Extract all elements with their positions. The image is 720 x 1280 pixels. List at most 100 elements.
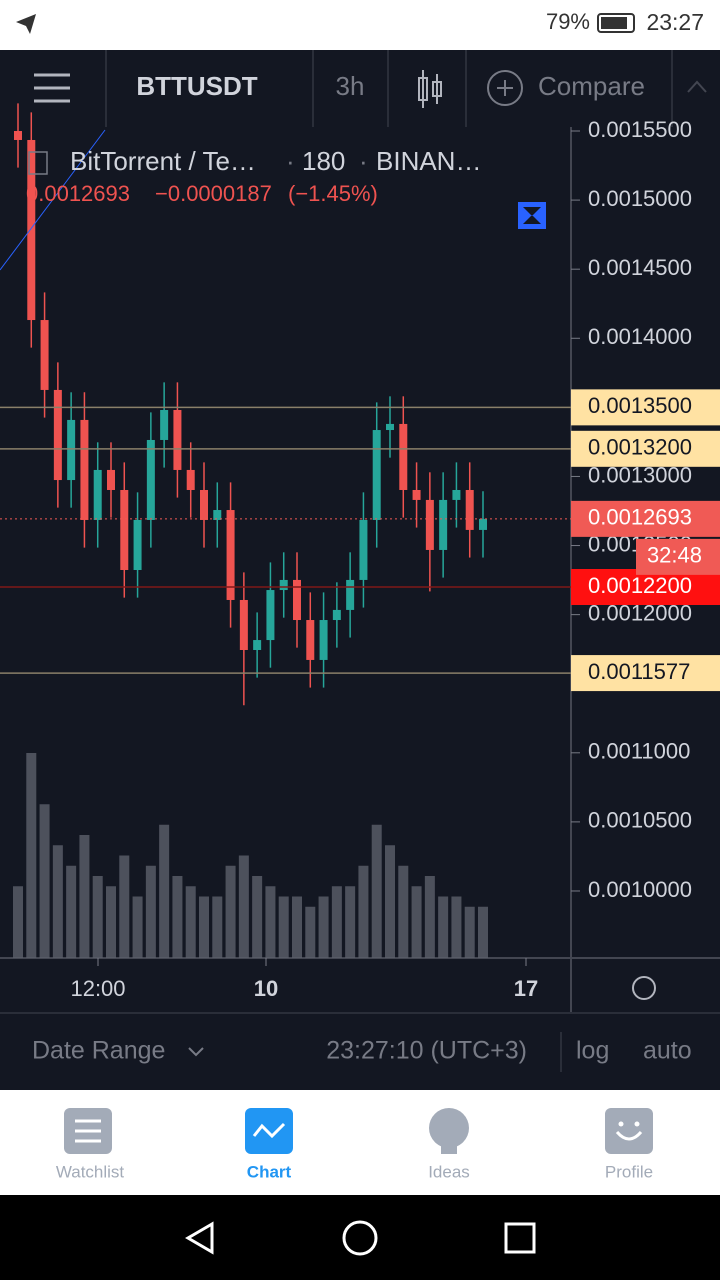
- volume-bar: [265, 886, 276, 958]
- candle-body: [14, 131, 22, 140]
- candle-body: [107, 469, 115, 490]
- volume-bar: [199, 896, 209, 958]
- volume-bar: [358, 865, 369, 958]
- volume-bar: [13, 886, 23, 958]
- candle-body: [386, 423, 394, 431]
- countdown-bg: [636, 538, 720, 575]
- legend-dot: ·: [286, 146, 295, 176]
- candle-body: [146, 439, 155, 520]
- date-range[interactable]: Date Range: [32, 1037, 165, 1065]
- auto-toggle[interactable]: auto: [643, 1037, 692, 1065]
- candle-body: [425, 499, 434, 550]
- battery-icon: [597, 13, 635, 33]
- collapse-icon[interactable]: [687, 80, 707, 93]
- legend-collapse[interactable]: [28, 151, 48, 175]
- volume-bar: [225, 865, 236, 958]
- compare[interactable]: Compare: [538, 71, 645, 101]
- volume-bar: [145, 865, 156, 958]
- last-price-bg: [571, 500, 720, 537]
- candle-body: [266, 590, 275, 641]
- menu-icon[interactable]: [34, 73, 70, 103]
- volume-bar: [185, 886, 196, 958]
- overlay: 0.0013500 0.0013200 0.0011577 0.0012200 0.00…: [0, 389, 720, 1001]
- volume-bar: [305, 906, 316, 958]
- legend-name: BitTorrent / Te…: [70, 146, 256, 176]
- candle-body: [253, 640, 262, 651]
- tab-label[interactable]: Watchlist: [56, 1162, 125, 1181]
- compare-icon[interactable]: [487, 70, 523, 106]
- candle-body: [332, 609, 341, 621]
- volume-bar: [438, 896, 449, 958]
- volume-bar: [52, 845, 63, 958]
- candle-body: [319, 620, 328, 660]
- volume-bar: [212, 896, 223, 958]
- home-button[interactable]: [342, 1220, 378, 1256]
- volume-bar: [106, 886, 116, 958]
- level-label: 0.0012200: [588, 573, 692, 598]
- candle-body: [213, 510, 222, 520]
- candle-body: [200, 489, 208, 520]
- y-tick-label: 0.0014000: [588, 324, 692, 349]
- candle-body: [465, 489, 474, 530]
- last-price-label: 0.0012693: [588, 505, 692, 530]
- candle-body: [293, 579, 301, 621]
- candle-body: [279, 579, 288, 591]
- volume-bar: [478, 906, 488, 958]
- level-label-bg: [571, 430, 720, 467]
- candle-body: [479, 518, 487, 530]
- x-tick-label: 10: [254, 976, 278, 1001]
- candle-body: [346, 579, 355, 610]
- volume-bar: [132, 896, 143, 958]
- candle-body: [412, 489, 421, 500]
- tab-label[interactable]: Profile: [605, 1162, 653, 1181]
- alert-icon[interactable]: [518, 202, 546, 229]
- candle-body: [133, 519, 142, 570]
- back-button[interactable]: [185, 1221, 214, 1255]
- level-label: 0.0011577: [588, 659, 690, 684]
- x-tick-label: 12:00: [70, 976, 125, 1001]
- volume-bar: [66, 865, 77, 958]
- candle-body: [40, 320, 49, 390]
- level-label-bg: [571, 568, 720, 605]
- chart-style-icon[interactable]: [418, 70, 442, 108]
- volume-bar: [238, 855, 249, 958]
- candle-body: [359, 519, 368, 580]
- y-tick-label: 0.0010500: [588, 808, 692, 833]
- volume-bar: [451, 896, 462, 958]
- candle-body: [226, 510, 235, 600]
- candle-body: [120, 489, 129, 570]
- interval[interactable]: 3h: [336, 71, 365, 101]
- candle-body: [173, 409, 182, 470]
- profile-icon[interactable]: [605, 1108, 653, 1154]
- y-tick-label: 0.0015000: [588, 186, 692, 211]
- settings-icon[interactable]: [632, 976, 656, 1000]
- candle-body: [80, 419, 89, 520]
- trend-line: [0, 129, 106, 271]
- volume-bar: [92, 876, 103, 958]
- countdown: 32:48: [647, 543, 702, 568]
- volume-bar: [398, 865, 409, 958]
- status-bar: [0, 0, 720, 50]
- y-tick-label: 0.0011000: [588, 739, 690, 764]
- volume-bar: [252, 876, 263, 958]
- volume-bar: [385, 845, 395, 958]
- symbol[interactable]: BTTUSDT: [136, 71, 257, 101]
- volume-bar: [345, 886, 356, 958]
- volume-bar: [292, 896, 302, 958]
- candle-body: [93, 469, 102, 520]
- tab-label[interactable]: Ideas: [428, 1162, 470, 1181]
- dropdown-icon: [188, 1047, 204, 1057]
- log-toggle[interactable]: log: [576, 1037, 609, 1065]
- bottom-bar: [0, 1013, 720, 1090]
- recents-button[interactable]: [504, 1222, 536, 1254]
- candle-body: [160, 409, 169, 440]
- candle-body: [439, 499, 448, 550]
- tab-label[interactable]: Chart: [247, 1162, 292, 1181]
- volume-bar: [424, 876, 435, 958]
- candle-body: [67, 419, 76, 481]
- ideas-icon[interactable]: [429, 1108, 469, 1148]
- y-tick-label: 0.0015500: [588, 117, 692, 142]
- x-tick-label: 17: [514, 976, 538, 1001]
- legend-last: 0.0012693: [26, 181, 130, 206]
- legend-change: −0.0000187: [155, 181, 272, 206]
